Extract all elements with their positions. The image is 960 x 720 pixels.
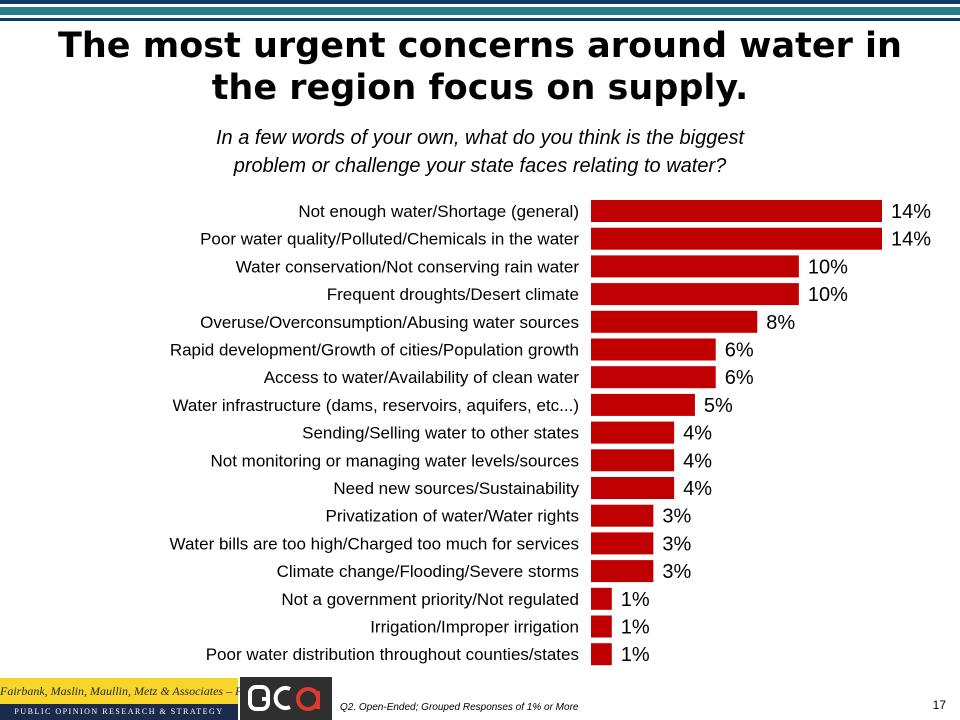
bar bbox=[591, 449, 675, 472]
fm3-logo-tagline: PUBLIC OPINION RESEARCH & STRATEGY bbox=[0, 704, 238, 720]
bar bbox=[591, 643, 612, 666]
slide-title-line-2: the region focus on supply. bbox=[211, 68, 749, 108]
bar bbox=[591, 421, 675, 444]
bar bbox=[591, 393, 695, 416]
value-label: 14% bbox=[891, 201, 931, 223]
bar bbox=[591, 560, 654, 583]
value-label: 3% bbox=[662, 533, 691, 555]
page-number: 17 bbox=[932, 698, 946, 712]
category-label: Frequent droughts/Desert climate bbox=[327, 285, 579, 304]
header-band-teal bbox=[0, 7, 960, 15]
category-label: Water infrastructure (dams, reservoirs, … bbox=[172, 396, 579, 415]
bar bbox=[591, 200, 882, 222]
bar bbox=[591, 477, 675, 499]
value-label: 10% bbox=[808, 284, 848, 306]
value-label: 8% bbox=[766, 312, 795, 334]
category-label: Poor water distribution throughout count… bbox=[206, 645, 579, 664]
survey-question-line-1: In a few words of your own, what do you … bbox=[215, 127, 745, 149]
fm3-logo: Fairbank, Maslin, Maullin, Metz & Associ… bbox=[0, 678, 258, 720]
header-band-gap bbox=[0, 4, 960, 7]
category-label: Not a government priority/Not regulated bbox=[281, 590, 579, 609]
value-label: 1% bbox=[621, 589, 650, 611]
value-label: 6% bbox=[725, 340, 754, 362]
bar bbox=[591, 255, 799, 278]
value-label: 6% bbox=[725, 367, 754, 389]
gca-letter-g-bar bbox=[262, 697, 268, 701]
category-label: Sending/Selling water to other states bbox=[302, 424, 579, 443]
bar bbox=[591, 504, 654, 527]
bar bbox=[591, 532, 654, 555]
gca-logo-mark bbox=[248, 685, 320, 711]
bar bbox=[591, 227, 882, 250]
category-label: Rapid development/Growth of cities/Popul… bbox=[170, 341, 579, 360]
category-label: Not enough water/Shortage (general) bbox=[298, 202, 579, 221]
gca-letter-a-stem bbox=[316, 691, 320, 709]
value-label: 14% bbox=[891, 229, 931, 251]
bar bbox=[591, 587, 612, 610]
bar bbox=[591, 338, 716, 361]
gca-letter-c bbox=[273, 686, 291, 710]
category-label: Access to water/Availability of clean wa… bbox=[264, 368, 580, 387]
category-label: Privatization of water/Water rights bbox=[325, 507, 579, 526]
category-label: Overuse/Overconsumption/Abusing water so… bbox=[200, 313, 579, 332]
footnote: Q2. Open-Ended; Grouped Responses of 1% … bbox=[340, 702, 579, 713]
value-label: 4% bbox=[683, 450, 712, 472]
gca-letter-a bbox=[296, 687, 320, 711]
slide-title: The most urgent concerns around water in… bbox=[0, 25, 960, 109]
category-label: Climate change/Flooding/Severe storms bbox=[277, 562, 579, 581]
value-label: 1% bbox=[621, 617, 650, 639]
value-label: 10% bbox=[808, 256, 848, 278]
category-label: Not monitoring or managing water levels/… bbox=[210, 451, 579, 470]
value-label: 4% bbox=[683, 478, 712, 500]
value-label: 3% bbox=[662, 561, 691, 583]
category-label: Water conservation/Not conserving rain w… bbox=[236, 257, 580, 276]
fm3-logo-name: Fairbank, Maslin, Maullin, Metz & Associ… bbox=[0, 678, 258, 704]
header-band-gap-2 bbox=[0, 15, 960, 18]
value-label: 3% bbox=[662, 506, 691, 528]
category-label: Water bills are too high/Charged too muc… bbox=[170, 534, 579, 553]
value-label: 5% bbox=[704, 395, 733, 417]
header-band-bottom bbox=[0, 18, 960, 21]
slide-title-line-1: The most urgent concerns around water in bbox=[58, 26, 902, 66]
category-label: Need new sources/Sustainability bbox=[333, 479, 579, 498]
survey-question: In a few words of your own, what do you … bbox=[0, 124, 960, 180]
bar bbox=[591, 615, 612, 638]
value-label: 4% bbox=[683, 423, 712, 445]
category-label: Irrigation/Improper irrigation bbox=[370, 618, 579, 637]
gca-logo bbox=[240, 677, 332, 720]
survey-question-line-2: problem or challenge your state faces re… bbox=[233, 155, 727, 177]
bar bbox=[591, 366, 716, 389]
category-label: Poor water quality/Polluted/Chemicals in… bbox=[200, 230, 579, 249]
header-band-top bbox=[0, 0, 960, 4]
bar bbox=[591, 283, 799, 306]
value-label: 1% bbox=[621, 644, 650, 666]
bar bbox=[591, 310, 758, 333]
